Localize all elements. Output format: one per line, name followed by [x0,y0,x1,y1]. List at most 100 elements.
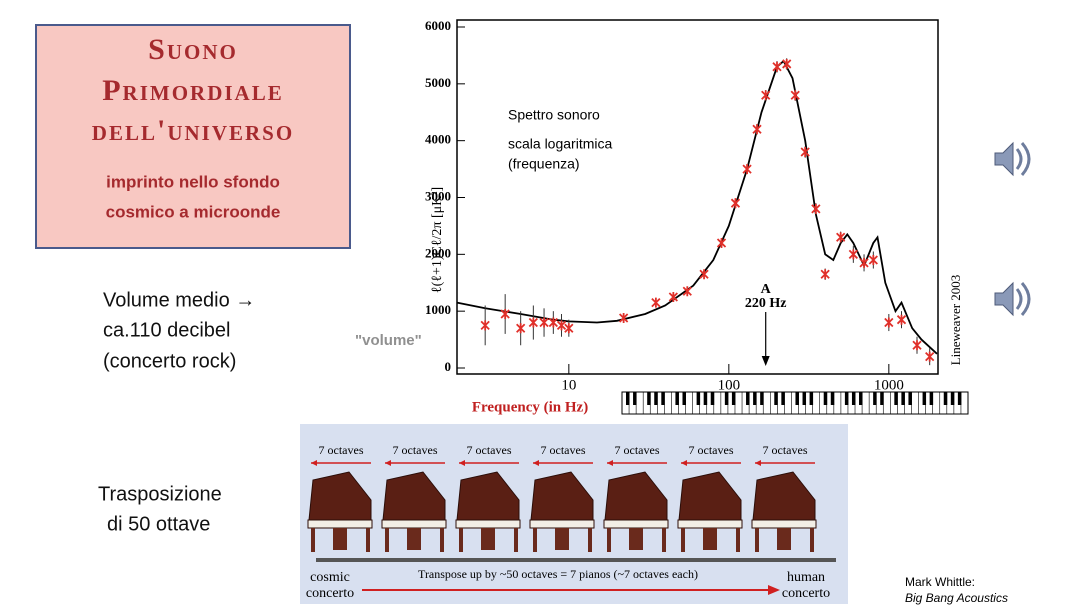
annotation: (frequenza) [508,156,580,172]
data-point [837,232,845,242]
octave-label: 7 octaves [763,443,808,457]
data-point [762,90,770,100]
slide: Suono Primordiale dell'universo imprinto… [0,0,1071,606]
data-point [529,318,537,328]
data-point [731,198,739,208]
marker-arrow-head [762,356,770,366]
piano-keys [678,520,742,528]
data-point [885,318,893,328]
piano-leg [681,528,685,552]
note-line: Trasposizione [98,483,222,505]
y-tick-label: 5000 [425,75,451,90]
keyboard-body [622,392,968,414]
piano-leg [736,528,740,552]
data-point [718,238,726,248]
piano-leg [459,528,463,552]
credit-vertical: Lineweaver 2003 [948,275,963,366]
transpose-text: Transpose up by ~50 octaves = 7 pianos (… [418,567,698,581]
note-line: (concerto rock) [103,350,236,372]
x-tick-label: 10 [561,377,576,393]
data-point [821,269,829,279]
piano-keys [604,520,668,528]
piano-keys [456,520,520,528]
y-tick-label: 4000 [425,132,451,147]
data-point [743,164,751,174]
data-point [753,124,761,134]
data-point [860,258,868,268]
data-point [849,249,857,259]
subtitle-line: cosmico a microonde [106,202,281,221]
data-point [652,298,660,308]
annotation: "volume" [355,332,422,349]
concerto-label: cosmic [310,570,350,585]
data-point [812,204,820,214]
speaker-icon[interactable] [995,283,1029,315]
piano-leg [366,528,370,552]
piano-leg [333,528,347,550]
data-point [791,90,799,100]
octave-label: 7 octaves [467,443,512,457]
title-line: Primordiale [102,74,284,107]
note-line: ca.110 decibel [103,319,231,341]
data-point [540,318,548,328]
data-point [869,255,877,265]
marker-label: 220 Hz [745,296,787,311]
data-point [481,320,489,330]
piano-leg [311,528,315,552]
marker-label: A [761,282,772,297]
x-tick-label: 100 [718,377,741,393]
subtitle-line: imprinto nello sfondo [106,172,280,191]
data-point [783,59,791,69]
piano-leg [703,528,717,550]
y-tick-label: 2000 [425,245,451,260]
octave-label: 7 octaves [615,443,660,457]
title-line: dell'universo [92,114,294,147]
data-point [926,352,934,362]
piano-leg [481,528,495,550]
keyboard [622,392,968,414]
annotation: scala logaritmica [508,136,612,152]
annotation: Spettro sonoro [508,107,600,123]
piano-leg [440,528,444,552]
title-line: Suono [148,33,238,66]
data-point [558,320,566,330]
concerto-label: concerto [306,586,354,601]
data-point [773,62,781,72]
piano-keys [752,520,816,528]
keyboard-strip [316,558,836,562]
x-tick-label: 1000 [874,377,904,393]
octave-label: 7 octaves [319,443,364,457]
piano-leg [533,528,537,552]
piano-leg [555,528,569,550]
concerto-label: concerto [782,586,830,601]
piano-leg [662,528,666,552]
data-point [517,323,525,333]
y-tick-label: 6000 [425,18,451,33]
piano-leg [514,528,518,552]
data-point [913,340,921,350]
octave-label: 7 octaves [393,443,438,457]
speaker-icon[interactable] [995,143,1029,175]
octave-label: 7 octaves [689,443,734,457]
data-point [801,147,809,157]
piano-leg [385,528,389,552]
note-line: di 50 ottave [107,513,210,535]
data-point [565,323,573,333]
credit-line: Big Bang Acoustics [905,591,1008,605]
y-tick-label: 3000 [425,188,451,203]
piano-leg [588,528,592,552]
piano-leg [607,528,611,552]
y-tick-label: 0 [445,359,452,374]
data-point [898,315,906,325]
piano-leg [755,528,759,552]
concerto-label: human [787,570,825,585]
credit-line: Mark Whittle: [905,575,975,589]
y-tick-label: 1000 [425,302,451,317]
data-point [549,318,557,328]
piano-leg [777,528,791,550]
piano-leg [629,528,643,550]
piano-keys [308,520,372,528]
plot-frame [457,20,938,374]
piano-leg [810,528,814,552]
x-axis-label: Frequency (in Hz) [472,399,588,415]
